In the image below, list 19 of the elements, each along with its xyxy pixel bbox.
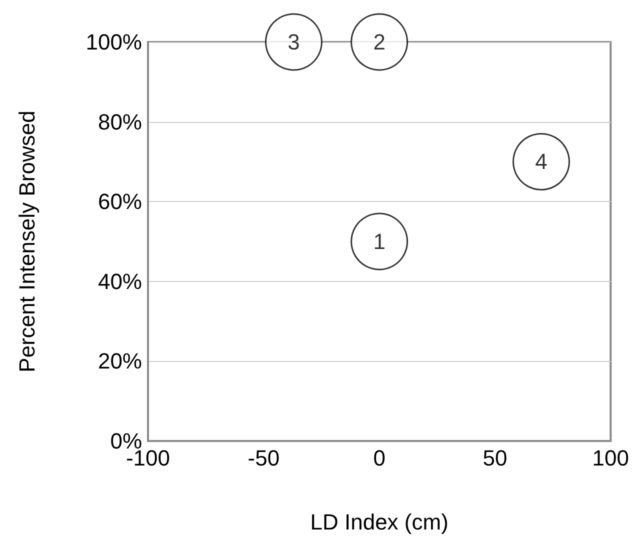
x-tick-label: 100 <box>592 446 630 470</box>
y-axis-title: Percent Intensely Browsed <box>14 110 40 372</box>
y-tick-label: 40% <box>98 268 142 294</box>
annotation: 4 <box>535 149 548 174</box>
y-tick-label: 20% <box>98 348 142 374</box>
annotation: 1 <box>373 229 386 254</box>
point <box>265 13 322 71</box>
point <box>350 212 408 270</box>
x-tick-label: 0 <box>373 446 386 470</box>
annotation: 3 <box>288 30 300 54</box>
annotation: 2 <box>373 30 386 54</box>
point <box>512 132 570 190</box>
x-axis-title: LD Index (cm) <box>310 510 448 534</box>
x-tick-label: 50 <box>482 446 508 470</box>
x-tick-label: -50 <box>248 446 280 470</box>
y-tick-label: 100% <box>86 30 142 54</box>
y-tick-label: 60% <box>98 189 142 214</box>
y-tick-label: 80% <box>98 109 142 134</box>
point <box>350 13 408 71</box>
